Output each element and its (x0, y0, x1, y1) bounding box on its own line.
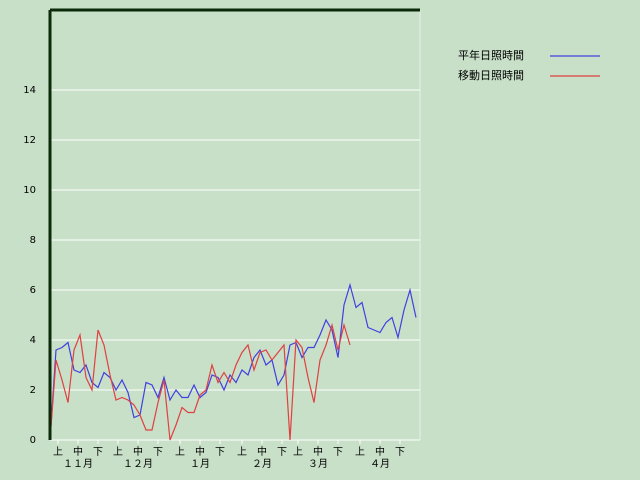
month-label: １２月 (123, 458, 153, 470)
month-label: ３月 (308, 458, 328, 470)
month-label: ２月 (252, 458, 272, 470)
x-tick-label: 中 (313, 445, 323, 458)
y-tick-label: 10 (23, 185, 36, 196)
x-tick-label: 下 (395, 447, 405, 458)
x-tick-label: 下 (93, 447, 103, 458)
y-tick-label: 14 (23, 85, 36, 96)
x-tick-label: 中 (257, 445, 267, 458)
x-tick-label: 下 (333, 447, 343, 458)
x-tick-label: 下 (277, 447, 287, 458)
y-tick-label: 8 (30, 235, 36, 246)
x-tick-label: 中 (133, 445, 143, 458)
x-tick-label: 上 (53, 446, 63, 458)
y-tick-label: 4 (30, 335, 36, 346)
legend: 平年日照時間 移動日照時間 (458, 48, 600, 82)
y-tick-label: 6 (30, 285, 36, 296)
x-tick-label: 中 (73, 445, 83, 458)
month-label: １１月 (63, 458, 93, 470)
x-tick-label: 下 (153, 447, 163, 458)
x-tick-label: 上 (237, 446, 247, 458)
x-tick-label: 中 (195, 445, 205, 458)
x-tick-label: 上 (175, 446, 185, 458)
y-tick-label: 12 (23, 135, 36, 146)
y-tick-label: 0 (30, 435, 36, 446)
x-tick-label: 上 (355, 446, 365, 458)
series-line (49, 322, 351, 441)
x-tick-label: 上 (113, 446, 123, 458)
x-tick-label: 下 (215, 447, 225, 458)
month-label: ４月 (370, 458, 390, 470)
legend-label: 平年日照時間 (458, 48, 524, 62)
x-tick-label: 中 (375, 445, 385, 458)
y-tick-label: 2 (30, 385, 36, 396)
month-label: １月 (190, 458, 210, 470)
legend-label: 移動日照時間 (458, 68, 524, 82)
series-line (49, 282, 417, 441)
x-tick-label: 上 (293, 446, 303, 458)
